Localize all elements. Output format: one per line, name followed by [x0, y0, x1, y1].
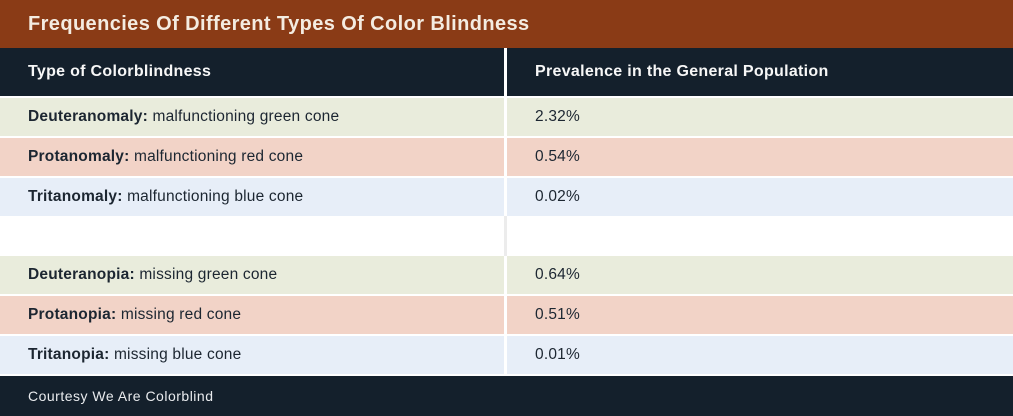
table-row: Protanopia: missing red cone 0.51%	[0, 296, 1013, 334]
prevalence-cell: 0.01%	[507, 336, 1013, 374]
page-title: Frequencies Of Different Types Of Color …	[28, 12, 530, 35]
type-term: Tritanopia:	[28, 346, 110, 363]
separator-left	[0, 216, 504, 256]
type-description: malfunctioning red cone	[129, 148, 304, 165]
separator-right	[507, 216, 1013, 256]
type-cell: Protanopia: missing red cone	[0, 296, 504, 334]
type-term: Protanopia:	[28, 306, 117, 323]
type-description: missing blue cone	[109, 346, 242, 363]
type-term: Deuteranopia:	[28, 266, 135, 283]
column-header-type: Type of Colorblindness	[28, 63, 212, 80]
column-divider	[504, 296, 507, 334]
table-row: Tritanomaly: malfunctioning blue cone 0.…	[0, 178, 1013, 216]
prevalence-cell: 0.02%	[507, 178, 1013, 216]
table-row: Deuteranopia: missing green cone 0.64%	[0, 256, 1013, 294]
table-row: Protanomaly: malfunctioning red cone 0.5…	[0, 138, 1013, 176]
column-divider-faint	[504, 216, 507, 256]
type-cell: Deuteranopia: missing green cone	[0, 256, 504, 294]
prevalence-cell: 2.32%	[507, 98, 1013, 136]
type-description: malfunctioning green cone	[147, 108, 340, 125]
type-cell: Tritanomaly: malfunctioning blue cone	[0, 178, 504, 216]
group-separator-row	[0, 216, 1013, 256]
table-row: Tritanopia: missing blue cone 0.01%	[0, 336, 1013, 374]
table-row: Deuteranomaly: malfunctioning green cone…	[0, 98, 1013, 136]
column-divider	[504, 138, 507, 176]
table-header-row: Type of Colorblindness Prevalence in the…	[0, 48, 1013, 96]
source-credit: Courtesy We Are Colorblind	[28, 388, 214, 404]
column-divider	[504, 256, 507, 294]
type-cell: Tritanopia: missing blue cone	[0, 336, 504, 374]
prevalence-cell: 0.51%	[507, 296, 1013, 334]
type-term: Tritanomaly:	[28, 188, 123, 205]
type-description: missing red cone	[116, 306, 242, 323]
type-description: malfunctioning blue cone	[122, 188, 304, 205]
type-description: missing green cone	[134, 266, 278, 283]
column-divider	[504, 48, 507, 96]
type-cell: Deuteranomaly: malfunctioning green cone	[0, 98, 504, 136]
column-divider	[504, 98, 507, 136]
prevalence-cell: 0.64%	[507, 256, 1013, 294]
column-header-prevalence: Prevalence in the General Population	[535, 63, 829, 80]
type-term: Protanomaly:	[28, 148, 130, 165]
column-divider	[504, 336, 507, 374]
title-bar: Frequencies Of Different Types Of Color …	[0, 0, 1013, 48]
footer-bar: Courtesy We Are Colorblind	[0, 376, 1013, 416]
type-cell: Protanomaly: malfunctioning red cone	[0, 138, 504, 176]
column-divider	[504, 178, 507, 216]
type-term: Deuteranomaly:	[28, 108, 148, 125]
prevalence-cell: 0.54%	[507, 138, 1013, 176]
